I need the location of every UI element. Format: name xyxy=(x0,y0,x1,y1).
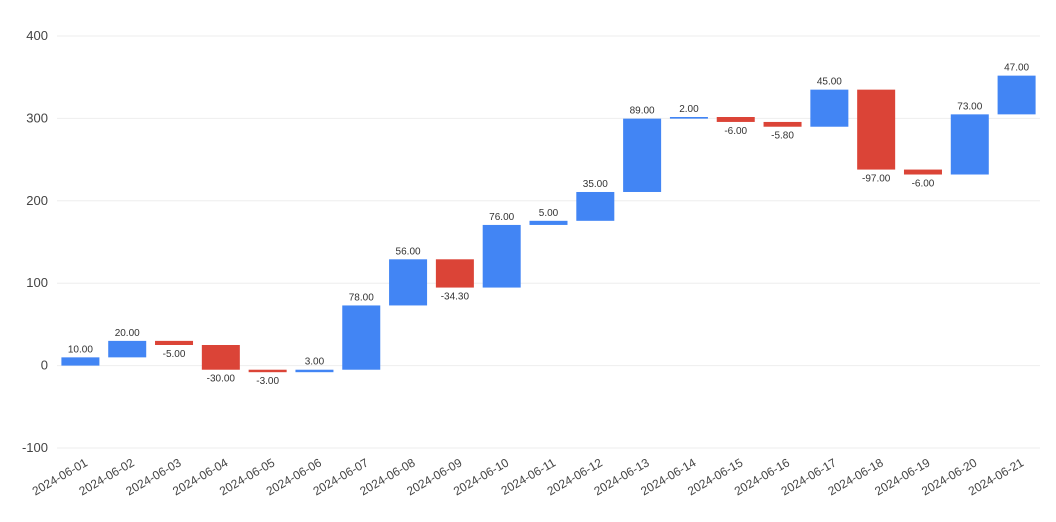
data-label: 47.00 xyxy=(1004,63,1029,74)
data-label: 73.00 xyxy=(957,101,982,112)
waterfall-bar xyxy=(61,357,100,366)
waterfall-bar xyxy=(342,305,381,370)
waterfall-bar xyxy=(669,116,708,119)
data-label: -5.80 xyxy=(771,131,794,142)
waterfall-bar xyxy=(435,259,474,288)
waterfall-bar xyxy=(810,89,849,127)
data-label: 10.00 xyxy=(68,344,93,355)
data-label: 20.00 xyxy=(115,328,140,339)
y-axis: 400 300 200 100 0 -100 xyxy=(22,28,48,455)
bars xyxy=(61,75,1036,373)
waterfall-bar xyxy=(248,369,287,373)
data-labels: 10.00 20.00 -5.00 -30.00 -3.00 3.00 78.00 56.00… xyxy=(68,63,1030,388)
waterfall-bar xyxy=(716,116,755,122)
y-tick-label: 400 xyxy=(26,28,48,43)
data-label: -30.00 xyxy=(207,374,236,385)
waterfall-bar xyxy=(155,340,194,345)
y-tick-label: -100 xyxy=(22,440,48,455)
waterfall-bar xyxy=(763,121,802,127)
waterfall-bar xyxy=(623,118,662,192)
y-tick-label: 300 xyxy=(26,110,48,125)
waterfall-bar xyxy=(389,259,428,306)
data-label: 2.00 xyxy=(679,104,699,115)
x-axis: 2024-06-012024-06-022024-06-032024-06-04… xyxy=(30,455,1027,498)
data-label: 5.00 xyxy=(539,208,559,219)
waterfall-bar xyxy=(529,220,568,225)
waterfall-bar xyxy=(950,114,989,175)
data-label: -34.30 xyxy=(441,292,470,303)
y-tick-label: 200 xyxy=(26,193,48,208)
data-label: 78.00 xyxy=(349,292,374,303)
data-label: 76.00 xyxy=(489,212,514,223)
data-label: 45.00 xyxy=(817,77,842,88)
waterfall-bar xyxy=(295,369,334,373)
y-tick-label: 0 xyxy=(41,358,48,373)
waterfall-bar xyxy=(576,191,615,221)
data-label: -5.00 xyxy=(163,349,186,360)
data-label: 35.00 xyxy=(583,179,608,190)
waterfall-bar xyxy=(108,340,147,358)
waterfall-bar xyxy=(997,75,1036,115)
data-label: 89.00 xyxy=(630,106,655,117)
data-label: -6.00 xyxy=(912,179,935,190)
data-label: 56.00 xyxy=(396,246,421,257)
data-label: -3.00 xyxy=(256,376,279,387)
data-label: -97.00 xyxy=(862,174,891,185)
waterfall-bar xyxy=(482,224,521,288)
data-label: 3.00 xyxy=(305,357,325,368)
y-tick-label: 100 xyxy=(26,275,48,290)
waterfall-bar xyxy=(857,89,896,170)
waterfall-bar xyxy=(201,345,240,370)
data-label: -6.00 xyxy=(724,126,747,137)
waterfall-bar xyxy=(903,169,942,175)
